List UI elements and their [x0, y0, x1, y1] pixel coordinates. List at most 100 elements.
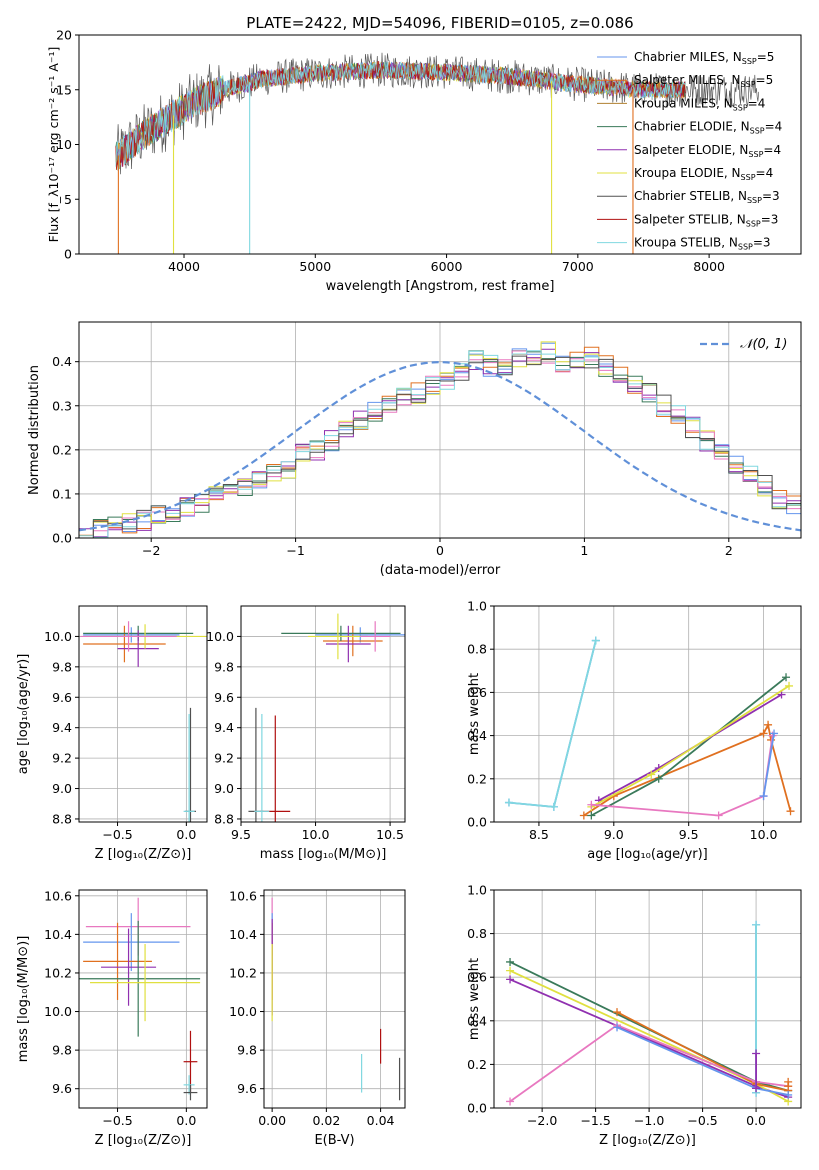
legend-label: Kroupa ELODIE, NSSP=4	[634, 166, 773, 182]
legend-label: Chabrier ELODIE, NSSP=4	[634, 120, 782, 136]
x-tick-label: 6000	[431, 259, 463, 274]
plot-area	[80, 621, 207, 822]
x-tick-label: −0.5	[102, 827, 132, 842]
plot-area	[79, 897, 201, 1101]
y-tick-label: 9.0	[52, 781, 72, 796]
y-tick-label: 20	[56, 28, 72, 43]
x-tick-label: 1	[580, 543, 588, 558]
y-tick-label: 0.2	[467, 1057, 487, 1072]
weight-marker	[784, 1077, 793, 1086]
weight-marker	[759, 792, 768, 801]
weight-marker	[579, 811, 588, 820]
y-tick-label: 9.8	[52, 1043, 72, 1058]
axes-frame	[493, 605, 802, 823]
y-tick-label: 9.2	[214, 751, 234, 766]
weight-line	[508, 640, 597, 808]
y-tick-label: 0.2	[467, 771, 487, 786]
y-tick-label: 0.4	[467, 728, 487, 743]
histogram-step	[79, 350, 801, 538]
y-axis-label: Flux [f_λ10⁻¹⁷ erg cm⁻² s⁻¹ A⁻¹]	[46, 47, 61, 243]
axes-frame	[493, 889, 802, 1109]
weight-marker	[770, 729, 779, 738]
x-tick-label: 2	[725, 543, 733, 558]
y-tick-label: 0.3	[52, 398, 72, 413]
x-tick-label: 8000	[693, 259, 725, 274]
y-tick-label: 9.4	[52, 720, 72, 735]
weight-line	[591, 735, 774, 817]
axes-frame	[240, 605, 406, 823]
legend-label: Kroupa STELIB, NSSP=3	[634, 236, 771, 252]
weight-marker	[785, 681, 794, 690]
weight-marker	[777, 690, 786, 699]
y-tick-label: 10.2	[44, 965, 72, 980]
y-axis-label: mass weight	[467, 673, 482, 755]
histogram-step	[79, 341, 801, 538]
y-tick-label: 10.4	[229, 927, 257, 942]
y-tick-label: 10	[56, 137, 72, 152]
histogram-step	[79, 346, 801, 536]
panel-7: 0.00 0.02 0.04 9.6 9.8 10.0 10.2 10.4 10.6 E(B-V)	[229, 888, 406, 1148]
y-tick-label: 15	[56, 82, 72, 97]
y-tick-label: 9.2	[52, 751, 72, 766]
plot-area	[506, 920, 793, 1106]
y-tick-label: 9.8	[214, 659, 234, 674]
x-tick-label: 10.5	[376, 827, 404, 842]
y-tick-label: 9.0	[214, 781, 234, 796]
chart-title: PLATE=2422, MJD=54096, FIBERID=0105, z=0…	[246, 14, 633, 32]
x-tick-label: −0.5	[687, 1113, 717, 1128]
legend: Chabrier MILES, NSSP=5 Salpeter MILES, NS…	[597, 50, 782, 252]
x-axis-label: Z [log₁₀(Z/Z⊙)]	[95, 1133, 192, 1148]
x-axis-label: mass [log₁₀(M/M⊙)]	[260, 847, 387, 862]
legend-label: Salpeter STELIB, NSSP=3	[634, 212, 778, 228]
y-tick-label: 9.6	[237, 1081, 257, 1096]
y-tick-label: 1.0	[467, 883, 487, 898]
plot-area	[79, 341, 801, 538]
x-tick-label: 9.5	[231, 827, 251, 842]
y-tick-label: 0.2	[52, 442, 72, 457]
axes-frame	[78, 605, 208, 823]
y-tick-label: 10.2	[229, 965, 257, 980]
histogram-step	[79, 350, 801, 538]
x-tick-label: −2	[142, 543, 160, 558]
y-tick-label: 10.0	[44, 629, 72, 644]
weight-marker	[714, 811, 723, 820]
weight-line	[598, 693, 782, 802]
weight-marker	[784, 1090, 793, 1099]
x-tick-label: 0.02	[312, 1113, 340, 1128]
y-tick-label: 10.4	[44, 927, 72, 942]
weight-marker	[591, 636, 600, 645]
x-axis-label: (data-model)/error	[380, 563, 501, 578]
x-tick-label: 0.00	[258, 1113, 286, 1128]
weight-marker	[506, 975, 515, 984]
y-tick-label: 0.0	[52, 531, 72, 546]
plot-area	[504, 636, 795, 820]
x-tick-label: 8.5	[529, 827, 549, 842]
y-tick-label: 0.4	[52, 354, 72, 369]
axes-frame	[78, 889, 208, 1109]
y-tick-label: 0.4	[467, 1013, 487, 1028]
legend-label: 𝒩(0, 1)	[740, 337, 787, 352]
weight-marker	[752, 1049, 761, 1058]
y-tick-label: 8.8	[52, 811, 72, 826]
x-tick-label: 0.04	[367, 1113, 395, 1128]
weight-line	[762, 733, 775, 797]
x-tick-label: −1.5	[580, 1113, 610, 1128]
y-tick-label: 8.8	[214, 811, 234, 826]
plot-area	[248, 613, 405, 822]
x-tick-label: 0.0	[746, 1113, 766, 1128]
x-tick-label: 0.0	[176, 1113, 196, 1128]
panel-2: −2 −1 0 1 2 0.0 0.1 0.2 0.3 0.4 (data-model)/error…	[27, 321, 802, 578]
weight-marker	[654, 774, 663, 783]
x-axis-label: wavelength [Angstrom, rest frame]	[326, 279, 555, 294]
weight-marker	[613, 1008, 622, 1017]
y-tick-label: 0	[64, 247, 72, 262]
x-tick-label: −2.0	[527, 1113, 557, 1128]
weight-marker	[764, 720, 773, 729]
y-tick-label: 10.0	[206, 629, 234, 644]
spectrum-line	[115, 61, 686, 170]
legend-label: Salpeter MILES, NSSP=5	[634, 73, 773, 89]
x-tick-label: 9.5	[679, 827, 699, 842]
y-tick-label: 9.8	[237, 1043, 257, 1058]
legend-label: Chabrier STELIB, NSSP=3	[634, 189, 780, 205]
